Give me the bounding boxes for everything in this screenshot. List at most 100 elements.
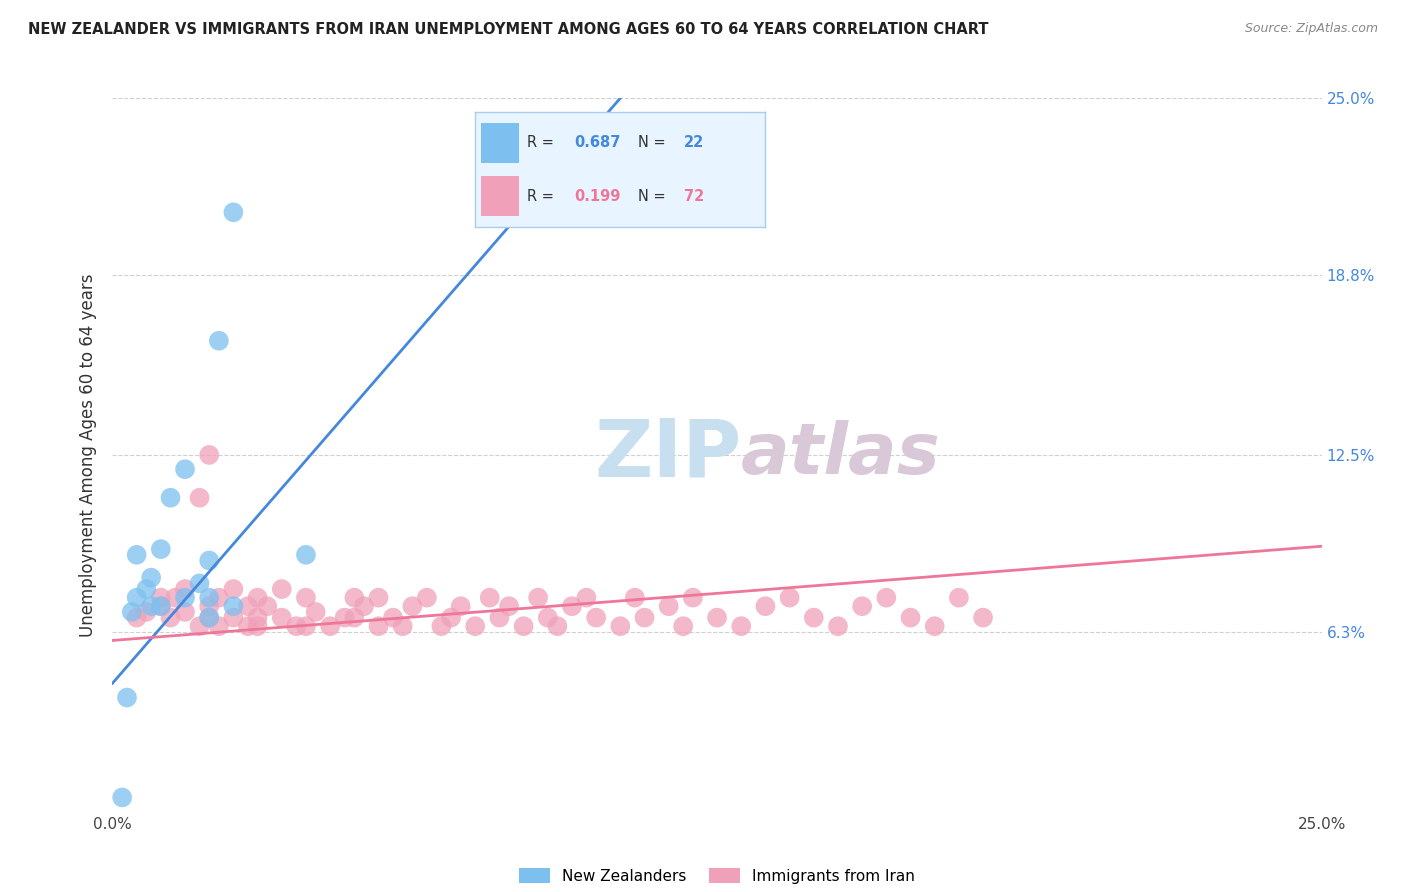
Point	[546, 619, 568, 633]
Point	[706, 610, 728, 624]
Point	[125, 610, 148, 624]
Point	[115, 690, 138, 705]
Point	[198, 599, 221, 614]
Point	[498, 599, 520, 614]
Point	[682, 591, 704, 605]
Point	[827, 619, 849, 633]
Point	[343, 610, 366, 624]
Point	[333, 610, 356, 624]
Point	[367, 619, 389, 633]
Point	[319, 619, 342, 633]
Point	[188, 576, 211, 591]
Point	[295, 619, 318, 633]
Point	[125, 591, 148, 605]
Point	[851, 599, 873, 614]
Point	[198, 610, 221, 624]
Point	[135, 582, 157, 596]
Point	[779, 591, 801, 605]
Point	[285, 619, 308, 633]
Point	[174, 582, 197, 596]
Point	[208, 619, 231, 633]
Point	[188, 491, 211, 505]
Point	[295, 548, 318, 562]
Point	[609, 619, 631, 633]
Point	[367, 591, 389, 605]
Point	[198, 553, 221, 567]
Point	[585, 177, 607, 191]
Point	[295, 591, 318, 605]
Point	[174, 591, 197, 605]
Point	[948, 591, 970, 605]
Text: NEW ZEALANDER VS IMMIGRANTS FROM IRAN UNEMPLOYMENT AMONG AGES 60 TO 64 YEARS COR: NEW ZEALANDER VS IMMIGRANTS FROM IRAN UN…	[28, 22, 988, 37]
Point	[633, 610, 655, 624]
Point	[416, 591, 439, 605]
Point	[198, 610, 221, 624]
Point	[165, 591, 187, 605]
Point	[222, 205, 245, 219]
Point	[236, 599, 259, 614]
Text: ZIP: ZIP	[593, 416, 741, 494]
Point	[159, 491, 181, 505]
Point	[304, 605, 326, 619]
Point	[198, 591, 221, 605]
Point	[900, 610, 922, 624]
Point	[246, 591, 269, 605]
Point	[803, 610, 825, 624]
Point	[353, 599, 375, 614]
Text: atlas: atlas	[741, 420, 941, 490]
Point	[208, 591, 231, 605]
Point	[478, 591, 501, 605]
Point	[672, 619, 695, 633]
Point	[149, 599, 172, 614]
Point	[450, 599, 472, 614]
Point	[488, 610, 510, 624]
Point	[512, 619, 534, 633]
Point	[174, 605, 197, 619]
Point	[527, 591, 550, 605]
Point	[430, 619, 453, 633]
Text: Source: ZipAtlas.com: Source: ZipAtlas.com	[1244, 22, 1378, 36]
Point	[149, 599, 172, 614]
Point	[270, 610, 292, 624]
Point	[125, 548, 148, 562]
Point	[198, 448, 221, 462]
Point	[208, 334, 231, 348]
Point	[236, 619, 259, 633]
Point	[754, 599, 776, 614]
Point	[246, 619, 269, 633]
Point	[343, 591, 366, 605]
Point	[149, 591, 172, 605]
Point	[188, 619, 211, 633]
Point	[391, 619, 413, 633]
Point	[222, 599, 245, 614]
Point	[585, 610, 607, 624]
Point	[382, 610, 405, 624]
Y-axis label: Unemployment Among Ages 60 to 64 years: Unemployment Among Ages 60 to 64 years	[79, 273, 97, 637]
Point	[141, 599, 163, 614]
Point	[440, 610, 463, 624]
Point	[464, 619, 486, 633]
Point	[537, 610, 560, 624]
Point	[875, 591, 897, 605]
Point	[149, 542, 172, 557]
Point	[222, 582, 245, 596]
Point	[174, 462, 197, 476]
Point	[121, 605, 143, 619]
Point	[141, 571, 163, 585]
Point	[658, 599, 681, 614]
Point	[730, 619, 752, 633]
Legend: New Zealanders, Immigrants from Iran: New Zealanders, Immigrants from Iran	[513, 862, 921, 889]
Point	[159, 610, 181, 624]
Point	[222, 610, 245, 624]
Point	[924, 619, 946, 633]
Point	[246, 610, 269, 624]
Point	[972, 610, 994, 624]
Point	[135, 605, 157, 619]
Point	[624, 591, 647, 605]
Point	[561, 599, 583, 614]
Point	[270, 582, 292, 596]
Point	[575, 591, 598, 605]
Point	[256, 599, 278, 614]
Point	[401, 599, 423, 614]
Point	[111, 790, 134, 805]
